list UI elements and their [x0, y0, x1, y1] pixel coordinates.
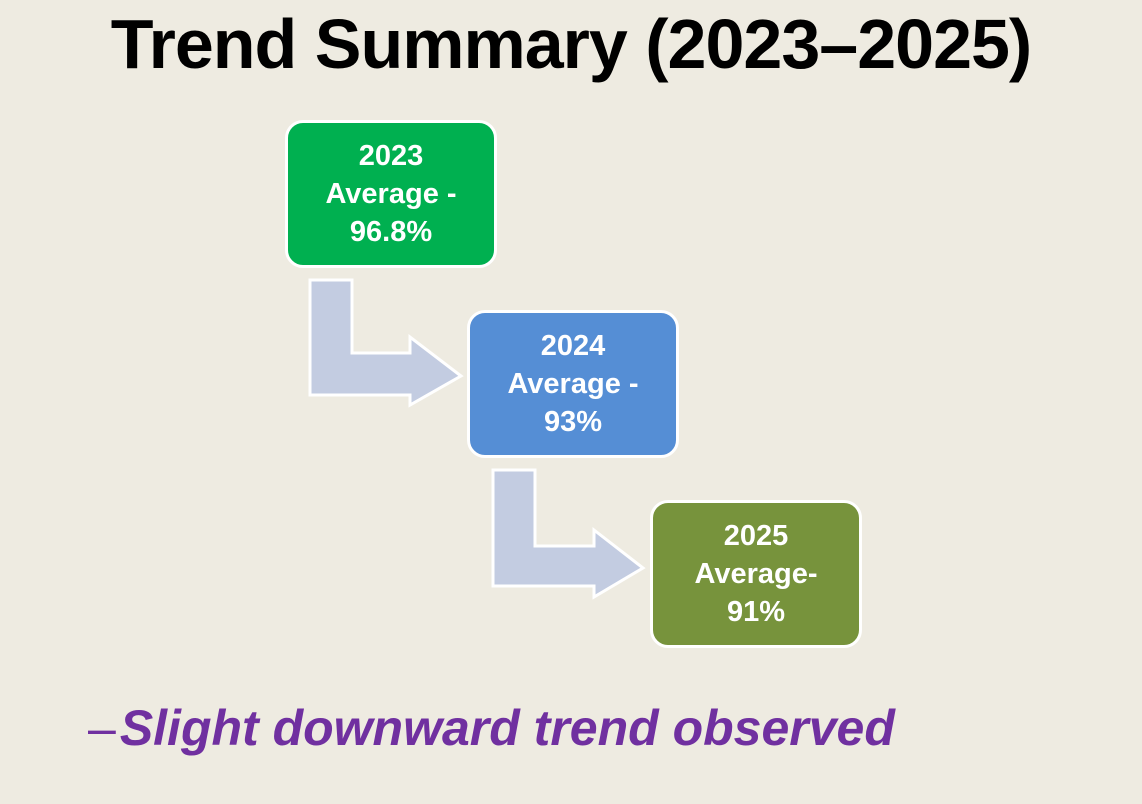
step-box-2025: 2025 Average- 91% — [650, 500, 862, 648]
step-year: 2025 — [723, 520, 789, 552]
step-box-2024: 2024 Average - 93% — [467, 310, 679, 458]
step-value: 96.8% — [349, 216, 433, 248]
conclusion-bullet: –Slight downward trend observed — [88, 698, 895, 758]
step-year: 2023 — [358, 140, 424, 172]
step-year: 2024 — [540, 330, 606, 362]
step-label: Average - — [507, 368, 639, 400]
bent-arrow-1 — [308, 278, 464, 408]
step-box-2023: 2023 Average - 96.8% — [285, 120, 497, 268]
conclusion-text: Slight downward trend observed — [119, 700, 895, 756]
bent-arrow-2 — [491, 468, 646, 600]
page-title: Trend Summary (2023–2025) — [110, 5, 1033, 83]
dash-bullet: – — [88, 700, 116, 756]
step-value: 93% — [543, 406, 603, 438]
step-label: Average- — [694, 558, 818, 590]
step-value: 91% — [726, 596, 786, 628]
step-label: Average - — [325, 178, 457, 210]
